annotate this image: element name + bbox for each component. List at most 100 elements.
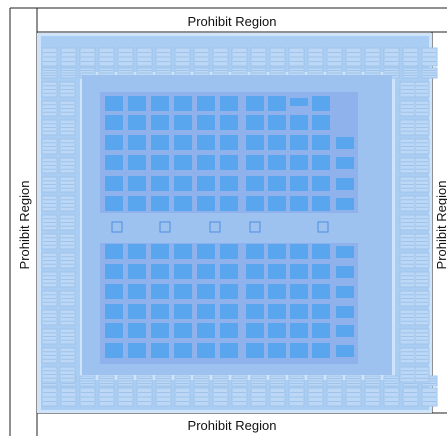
logic-block-icon (290, 155, 308, 170)
logic-block-icon (220, 135, 238, 150)
logic-block-icon (151, 135, 169, 150)
logic-block-icon (174, 343, 192, 358)
logic-block-icon (174, 155, 192, 170)
logic-block-icon (290, 264, 308, 279)
logic-block-icon (105, 155, 123, 170)
logic-block-icon (220, 244, 238, 259)
logic-block-icon (105, 135, 123, 150)
logic-block-icon (105, 176, 123, 191)
logic-block-icon (336, 157, 354, 169)
logic-block-icon (312, 264, 330, 279)
logic-block-icon (151, 115, 169, 130)
logic-block-icon (128, 343, 146, 358)
logic-block-icon (220, 155, 238, 170)
logic-block-icon (220, 196, 238, 211)
logic-block-icon (128, 96, 146, 111)
logic-block-icon (246, 304, 264, 319)
logic-block-icon (105, 264, 123, 279)
logic-block-icon (151, 343, 169, 358)
logic-block-icon (290, 115, 308, 130)
logic-block-icon (336, 198, 354, 210)
logic-block-icon (197, 176, 215, 191)
logic-block-icon (220, 323, 238, 338)
logic-block-icon (268, 196, 286, 211)
logic-block-icon (105, 284, 123, 299)
logic-block-icon (105, 196, 123, 211)
logic-block-icon (268, 155, 286, 170)
logic-block-icon (336, 345, 354, 357)
logic-block-icon (246, 264, 264, 279)
logic-block-icon (246, 176, 264, 191)
block-grid (105, 96, 354, 358)
logic-block-icon (290, 196, 308, 211)
io-ring (41, 47, 438, 407)
logic-block-icon (174, 135, 192, 150)
logic-block-icon (197, 284, 215, 299)
logic-block-icon (128, 135, 146, 150)
logic-block-icon (128, 284, 146, 299)
logic-block-icon (312, 115, 330, 130)
logic-block-icon (246, 96, 264, 111)
logic-block-icon (197, 115, 215, 130)
logic-block-icon (128, 304, 146, 319)
channel-marker (209, 221, 221, 233)
logic-block-icon (174, 304, 192, 319)
logic-block-icon (197, 96, 215, 111)
logic-block-icon (151, 176, 169, 191)
logic-block-icon (220, 304, 238, 319)
channel-marker (111, 221, 123, 233)
logic-block-icon (174, 264, 192, 279)
logic-block-icon (128, 323, 146, 338)
left-prohibit-label: Prohibit Region (17, 181, 32, 270)
logic-block-icon (151, 196, 169, 211)
logic-block-icon (268, 304, 286, 319)
logic-block-icon (174, 115, 192, 130)
logic-block-icon (268, 323, 286, 338)
logic-block-icon (220, 284, 238, 299)
logic-block-icon (151, 304, 169, 319)
logic-block-icon (105, 115, 123, 130)
logic-block-icon (151, 96, 169, 111)
logic-block-icon (197, 304, 215, 319)
logic-block-icon (151, 284, 169, 299)
logic-block-icon (336, 306, 354, 318)
logic-block-icon (290, 323, 308, 338)
logic-block-icon (174, 96, 192, 111)
logic-block-icon (312, 135, 330, 150)
top-prohibit-label: Prohibit Region (188, 14, 277, 29)
logic-block-icon (197, 196, 215, 211)
channel-marker (249, 221, 261, 233)
logic-block-icon (246, 115, 264, 130)
logic-block-icon (128, 155, 146, 170)
logic-block-icon (312, 244, 330, 259)
logic-block-icon (246, 323, 264, 338)
logic-block-icon (268, 176, 286, 191)
logic-block-icon (246, 135, 264, 150)
logic-block-icon (220, 115, 238, 130)
logic-block-icon (290, 176, 308, 191)
logic-block-icon (197, 323, 215, 338)
logic-block-icon (290, 284, 308, 299)
logic-block-icon (151, 323, 169, 338)
logic-block-icon (290, 98, 308, 106)
logic-block-icon (220, 176, 238, 191)
logic-block-icon (105, 323, 123, 338)
bottom-prohibit-label: Prohibit Region (188, 418, 277, 433)
logic-block-icon (105, 343, 123, 358)
logic-block-icon (246, 343, 264, 358)
logic-block-icon (174, 323, 192, 338)
logic-block-icon (220, 343, 238, 358)
logic-block-icon (128, 196, 146, 211)
logic-block-icon (128, 264, 146, 279)
logic-block-icon (197, 155, 215, 170)
logic-block-icon (220, 264, 238, 279)
logic-block-icon (268, 264, 286, 279)
logic-block-icon (290, 135, 308, 150)
logic-block-icon (246, 196, 264, 211)
logic-block-icon (336, 286, 354, 298)
logic-block-icon (246, 284, 264, 299)
right-prohibit-label: Prohibit Region (434, 181, 447, 270)
logic-block-icon (336, 246, 354, 258)
logic-block-icon (336, 325, 354, 337)
